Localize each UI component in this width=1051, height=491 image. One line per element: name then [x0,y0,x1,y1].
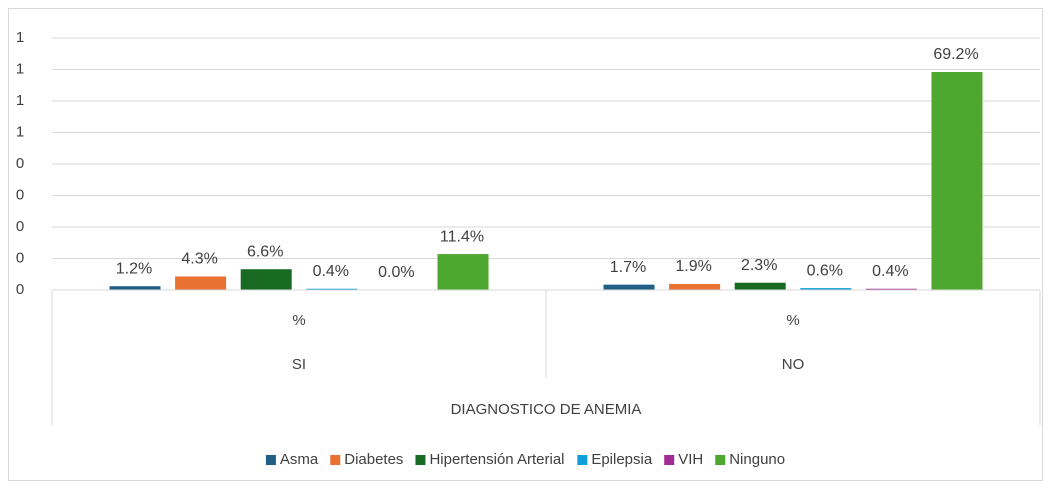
data-label: 2.3% [741,257,777,274]
x-tick-label: NO [782,356,805,373]
data-label: 6.6% [247,243,283,260]
data-label: 1.9% [675,258,711,275]
legend-label: Asma [280,451,319,468]
y-tick-label: 0 [16,186,24,203]
chart-border [8,8,1043,481]
legend-label: Hipertensión Arterial [429,451,564,468]
bar [175,276,227,290]
data-label: 69.2% [933,46,978,63]
legend-swatch [330,455,341,465]
data-label: 1.2% [116,260,152,277]
y-tick-label: 1 [16,123,24,140]
bar [437,254,489,290]
legend-label: Diabetes [344,451,403,468]
bar [306,288,358,290]
x-axis-label: DIAGNOSTICO DE ANEMIA [451,401,642,418]
legend-label: VIH [678,451,703,468]
data-label: 0.4% [872,263,908,280]
bar [800,288,852,290]
y-tick-label: 1 [16,29,24,46]
bar [734,282,786,290]
bar [109,286,161,290]
bar [603,284,655,290]
bar [865,288,917,290]
data-label: 0.6% [807,262,843,279]
legend-label: Epilepsia [591,451,653,468]
legend-swatch [664,455,675,465]
legend-swatch [415,455,426,465]
x-tick-label: SI [292,356,306,373]
x-subcategory-label: % [786,312,799,329]
y-tick-label: 0 [16,155,24,172]
legend-swatch [715,455,726,465]
bar [931,72,983,291]
data-label: 11.4% [440,228,484,245]
x-subcategory-label: % [292,312,305,329]
data-label: 4.3% [181,251,217,268]
data-label: 0.0% [378,264,414,281]
y-tick-label: 0 [16,218,24,235]
bar [240,269,292,290]
y-tick-label: 0 [16,249,24,266]
bar [669,284,721,290]
data-label: 0.4% [313,263,349,280]
legend-swatch [577,455,588,465]
y-tick-label: 1 [16,92,24,109]
legend-swatch [265,455,276,465]
legend-label: Ninguno [729,451,785,468]
data-label: 1.7% [610,259,646,276]
y-tick-label: 0 [16,281,24,298]
y-tick-label: 1 [16,60,24,77]
